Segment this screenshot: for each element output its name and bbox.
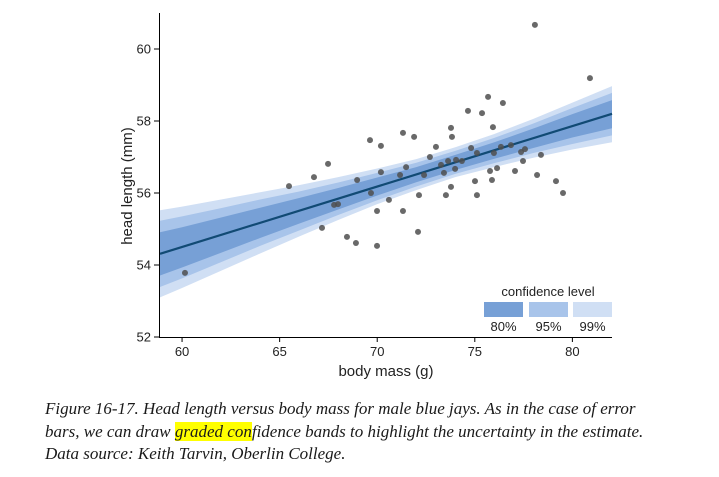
caption-line-2-end: fidence bands to highlight the uncertain… [251,421,644,441]
data-point [403,164,410,171]
chart: 60 65 70 75 80 52 54 56 58 60 body mass (g) head… [119,13,613,380]
data-point [473,150,480,157]
legend-title: confidence level [501,284,594,299]
y-tick-label: 54 [137,258,151,273]
data-point [374,242,381,249]
data-point [537,151,544,158]
data-point [181,269,188,276]
data-point [471,178,478,185]
legend-label: 80% [490,319,516,334]
x-axis-title: body mass (g) [338,363,433,380]
data-point [487,168,494,175]
data-point [377,142,384,149]
data-point [448,133,455,140]
x-tick-label: 70 [370,344,384,359]
data-point [385,196,392,203]
y-tick-label: 56 [137,186,151,201]
data-point [507,142,514,149]
y-axis-title: head length (mm) [119,127,136,245]
data-point [397,172,404,178]
data-point [432,143,439,150]
legend-swatch [484,302,523,317]
data-point [447,124,454,131]
data-point [453,156,460,163]
data-point [367,137,373,144]
caption-line-2: bars, we can draw graded confidence band… [45,421,643,444]
caption-line-3: Data source: Keith Tarvin, Oberlin Colle… [45,444,346,463]
data-point [415,192,422,199]
x-tick-label: 60 [175,344,189,359]
data-point [497,143,504,150]
figure-caption: Figure 16-17. Head length versus body ma… [45,398,643,466]
data-point [399,129,406,136]
data-point [374,208,381,214]
data-point [310,174,317,181]
legend-swatch [529,302,568,317]
data-point [479,110,486,117]
legend: confidence level 80% 95% 99% [484,284,612,334]
x-tick-label: 75 [468,344,482,359]
data-point [473,192,480,199]
data-point [488,177,495,184]
data-point [415,228,422,235]
data-point [452,165,459,172]
data-point [325,160,332,167]
confidence-bands [160,86,612,298]
regression-line [159,112,613,255]
legend-label: 95% [535,319,561,334]
y-tick-label: 52 [137,330,151,345]
data-point [318,224,325,231]
caption-line-1: Figure 16-17. Head length versus body ma… [45,399,636,418]
data-point [512,168,518,175]
data-point [534,172,541,178]
data-point [399,208,406,214]
data-point [490,150,497,157]
data-point [334,201,341,208]
regression-line-group [159,112,613,255]
data-point [352,240,359,247]
legend-swatch [573,302,612,317]
caption-line-2-start: bars, we can draw [45,421,175,441]
data-point [438,161,445,168]
data-point [552,178,559,185]
data-point [421,172,428,178]
data-point [440,169,447,176]
data-point [485,93,492,100]
data-point [494,165,501,172]
x-axis: 60 65 70 75 80 [160,337,612,359]
data-point [442,192,449,199]
x-tick-label: 80 [565,344,579,359]
y-tick-label: 60 [137,42,151,57]
data-point [426,154,433,160]
data-point [521,146,528,153]
data-point [489,124,496,131]
data-point [343,233,350,240]
data-point [464,107,471,114]
data-point [447,183,454,190]
data-point [377,169,384,176]
data-points [181,21,593,276]
data-point [586,75,593,82]
data-point [520,157,527,164]
y-axis: 52 54 56 58 60 [137,13,160,345]
data-point [468,145,475,151]
data-point [531,21,538,28]
data-point [445,157,452,164]
data-point [367,190,374,196]
data-point [499,100,506,106]
data-point [286,183,292,190]
legend-label: 99% [579,319,605,334]
data-point [411,133,418,140]
data-point [560,190,567,196]
data-point [458,157,465,164]
confidence-band-0 [160,100,612,276]
x-tick-label: 65 [272,344,286,359]
caption-highlight: graded con [174,421,252,441]
y-tick-label: 58 [137,114,151,129]
data-point [354,177,361,184]
